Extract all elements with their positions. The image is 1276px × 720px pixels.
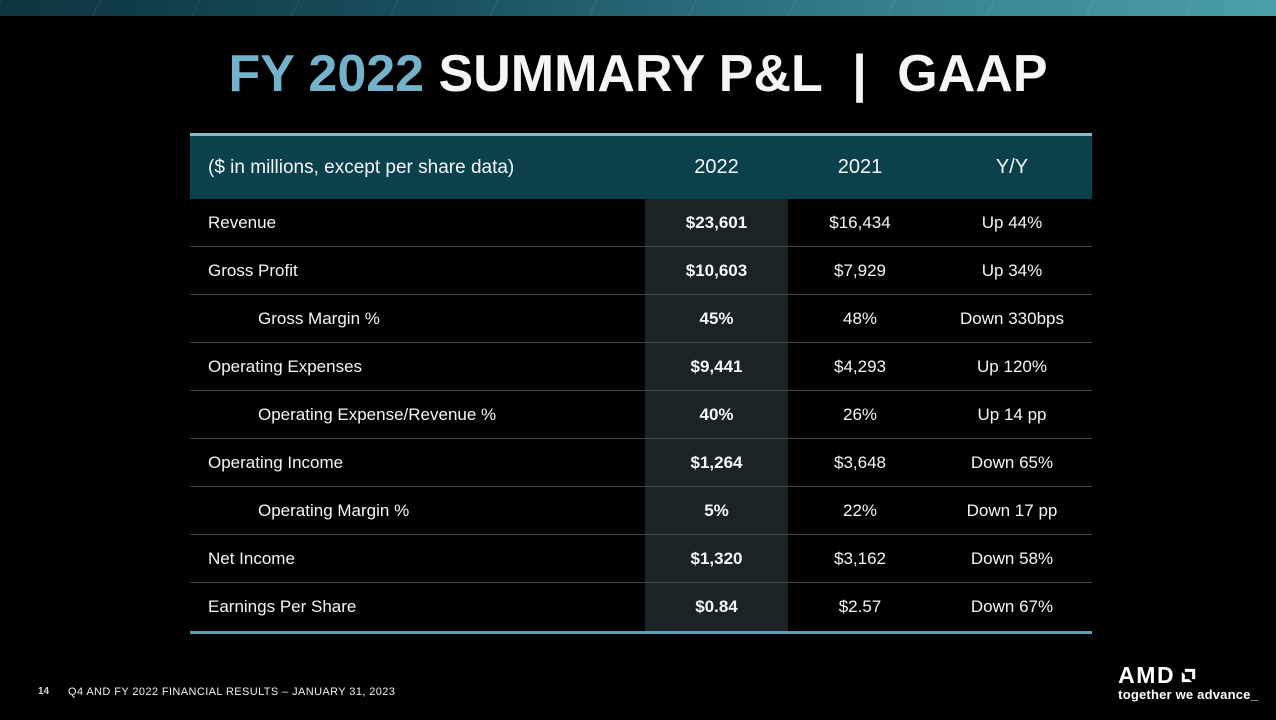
cell-2022: 45% (645, 295, 788, 342)
table-row: Net Income $1,320 $3,162 Down 58% (190, 535, 1092, 583)
cell-yy: Down 65% (970, 452, 1054, 472)
row-label: Gross Profit (208, 260, 298, 280)
row-label: Gross Margin % (258, 308, 380, 328)
cell-2021: $3,648 (834, 452, 886, 472)
cell-yy: Up 14 pp (977, 404, 1047, 424)
footer-text: Q4 AND FY 2022 FINANCIAL RESULTS – JANUA… (68, 686, 396, 698)
row-label: Revenue (208, 212, 277, 232)
header-col-2021: 2021 (837, 156, 883, 178)
table-row: Revenue $23,601 $16,434 Up 44% (190, 199, 1092, 247)
cell-yy: Down 17 pp (966, 500, 1058, 520)
table-row: Earnings Per Share $0.84 $2.57 Down 67% (190, 583, 1092, 631)
row-label: Earnings Per Share (208, 597, 357, 616)
row-label: Operating Income (208, 452, 344, 472)
cell-yy: Down 67% (970, 597, 1054, 616)
row-label: Operating Margin % (258, 500, 410, 520)
amd-arrow-icon (1181, 668, 1196, 682)
cell-yy: Down 58% (970, 548, 1054, 568)
row-label: Operating Expense/Revenue % (258, 404, 497, 424)
table-row: Gross Profit $10,603 $7,929 Up 34% (190, 247, 1092, 295)
header-col-2022: 2022 (694, 156, 739, 178)
title-main: SUMMARY P&L (438, 45, 822, 103)
brand-top: AMD (1118, 662, 1197, 688)
cell-2021: 22% (842, 500, 878, 520)
brand-lockup: AMD together we advance_ (1118, 664, 1258, 704)
brand-tagline: together we advance_ (1118, 687, 1258, 702)
page-title: FY 2022 SUMMARY P&L | GAAP (0, 48, 1276, 100)
table-row: Operating Margin % 5% 22% Down 17 pp (190, 487, 1092, 535)
table-row: Operating Expenses $9,441 $4,293 Up 120% (190, 343, 1092, 391)
cell-2022: $1,320 (645, 535, 788, 582)
header-label: ($ in millions, except per share data) (208, 156, 515, 178)
cell-2022: $0.84 (645, 583, 788, 631)
cell-2021: $4,293 (834, 356, 886, 376)
cell-2022: $1,264 (645, 439, 788, 486)
cell-2021: $16,434 (829, 212, 891, 232)
title-suffix: GAAP (897, 45, 1048, 103)
cell-yy: Up 120% (977, 356, 1047, 376)
title-separator: | (852, 45, 867, 103)
cell-2021: $3,162 (834, 548, 886, 568)
table-header-row: ($ in millions, except per share data) 2… (190, 136, 1092, 199)
cell-2021: 48% (842, 308, 878, 328)
header-col-yy: Y/Y (995, 156, 1029, 178)
table-row: Operating Income $1,264 $3,648 Down 65% (190, 439, 1092, 487)
cell-2021: $7,929 (834, 260, 886, 280)
pnl-table: ($ in millions, except per share data) 2… (190, 133, 1092, 634)
cell-yy: Up 44% (981, 212, 1043, 232)
cell-2022: 40% (645, 391, 788, 438)
table-row: Gross Margin % 45% 48% Down 330bps (190, 295, 1092, 343)
top-gradient-bar (0, 0, 1276, 16)
cell-2021: $2.57 (838, 597, 882, 616)
table-body: Revenue $23,601 $16,434 Up 44% Gross Pro… (190, 199, 1092, 631)
cell-2021: 26% (842, 404, 878, 424)
amd-logo-text: AMD (1118, 662, 1176, 688)
cell-2022: $9,441 (645, 343, 788, 390)
cell-yy: Up 34% (981, 260, 1043, 280)
cell-2022: $23,601 (645, 199, 788, 246)
footer: 14 Q4 AND FY 2022 FINANCIAL RESULTS – JA… (0, 662, 1276, 720)
table-row: Operating Expense/Revenue % 40% 26% Up 1… (190, 391, 1092, 439)
cell-yy: Down 330bps (960, 308, 1064, 328)
cell-2022: $10,603 (645, 247, 788, 294)
row-label: Operating Expenses (208, 356, 363, 376)
page-number: 14 (38, 686, 50, 697)
title-fiscal-year: FY 2022 (228, 45, 425, 103)
row-label: Net Income (208, 548, 295, 568)
cell-2022: 5% (645, 487, 788, 534)
